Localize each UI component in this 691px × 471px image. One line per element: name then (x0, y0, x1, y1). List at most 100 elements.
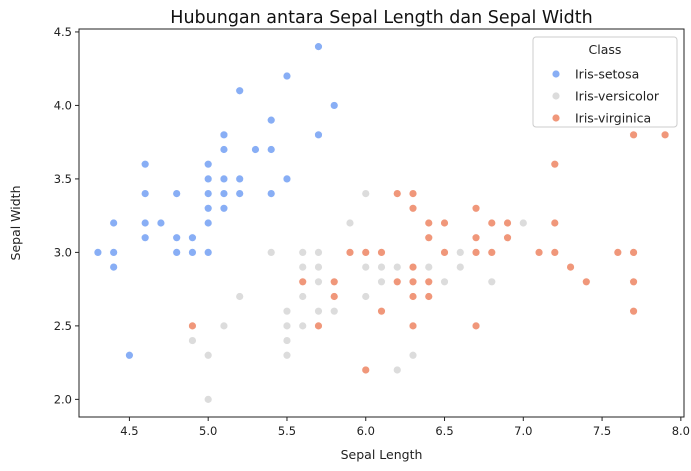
x-tick-label: 7.5 (593, 424, 611, 438)
data-point (361, 365, 370, 375)
legend-marker (551, 69, 561, 79)
data-point (188, 248, 197, 257)
data-point (534, 248, 544, 257)
data-point (93, 248, 103, 257)
data-point (393, 365, 402, 375)
y-tick-label: 3.0 (54, 245, 72, 259)
data-point (330, 101, 339, 110)
data-point (267, 145, 276, 154)
data-point (519, 218, 528, 228)
points-layer (93, 42, 670, 404)
data-point (408, 292, 418, 301)
data-point (393, 277, 402, 286)
data-point (314, 262, 323, 272)
data-point (440, 277, 449, 286)
data-point (219, 130, 229, 140)
data-point (172, 189, 181, 198)
y-tick-label: 3.5 (54, 172, 72, 186)
y-tick-label: 4.5 (54, 25, 72, 39)
data-point (408, 351, 418, 360)
data-point (629, 277, 638, 286)
data-point (267, 248, 276, 257)
y-tick-label: 2.5 (54, 319, 72, 333)
data-point (550, 248, 560, 257)
data-point (377, 277, 386, 286)
y-tick-label: 4.0 (54, 98, 72, 112)
data-point (203, 204, 213, 213)
data-point (456, 248, 465, 257)
chart-title: Hubungan antara Sepal Length dan Sepal W… (170, 8, 592, 28)
data-point (345, 248, 355, 257)
data-point (471, 321, 481, 331)
legend-label: Iris-versicolor (575, 89, 660, 104)
data-point (408, 204, 418, 213)
x-tick-label: 6.5 (435, 424, 453, 438)
data-point (629, 248, 638, 257)
data-point (140, 233, 150, 242)
data-point (393, 262, 402, 272)
data-point (298, 321, 307, 331)
data-point (203, 174, 213, 184)
data-point (503, 218, 512, 228)
data-point (503, 233, 512, 242)
x-tick-label: 8.0 (672, 424, 690, 438)
legend-marker (551, 113, 561, 123)
data-point (361, 248, 370, 257)
x-tick-label: 7.0 (514, 424, 532, 438)
data-point (203, 351, 213, 360)
data-point (109, 248, 118, 257)
legend-marker (551, 91, 561, 101)
data-point (109, 262, 118, 272)
data-point (282, 336, 292, 345)
data-point (235, 189, 244, 198)
data-point (235, 174, 244, 184)
data-point (629, 306, 638, 316)
data-point (140, 189, 150, 198)
data-point (361, 292, 370, 301)
data-point (440, 218, 449, 228)
data-point (613, 248, 623, 257)
data-point (660, 130, 670, 140)
data-point (330, 306, 339, 316)
data-point (172, 233, 181, 242)
data-point (487, 218, 496, 228)
data-point (109, 218, 118, 228)
data-point (188, 321, 197, 331)
data-point (361, 262, 370, 272)
data-point (298, 292, 307, 301)
x-axis-label: Sepal Length (341, 447, 423, 462)
data-point (424, 292, 433, 301)
data-point (408, 277, 418, 286)
data-point (471, 233, 481, 242)
data-point (203, 395, 213, 404)
plot-frame (78, 28, 685, 418)
data-point (314, 277, 323, 286)
data-point (219, 145, 229, 154)
data-point (377, 248, 386, 257)
data-point (203, 160, 213, 169)
data-point (251, 145, 260, 154)
data-point (203, 248, 213, 257)
data-point (408, 321, 418, 331)
data-point (314, 248, 323, 257)
x-tick-label: 5.0 (199, 424, 217, 438)
data-point (140, 160, 150, 169)
x-tick-label: 6.0 (357, 424, 375, 438)
data-point (550, 218, 560, 228)
data-point (282, 71, 292, 81)
legend-label: Iris-setosa (575, 67, 639, 82)
data-point (172, 248, 181, 257)
data-point (282, 321, 292, 331)
data-point (424, 218, 433, 228)
legend-box (532, 36, 678, 128)
data-point (235, 292, 244, 301)
data-point (314, 306, 323, 316)
data-point (125, 351, 134, 360)
data-point (377, 262, 386, 272)
data-point (267, 115, 276, 125)
x-tick-label: 4.5 (120, 424, 138, 438)
data-point (219, 174, 229, 184)
data-point (282, 351, 292, 360)
data-point (550, 160, 560, 169)
